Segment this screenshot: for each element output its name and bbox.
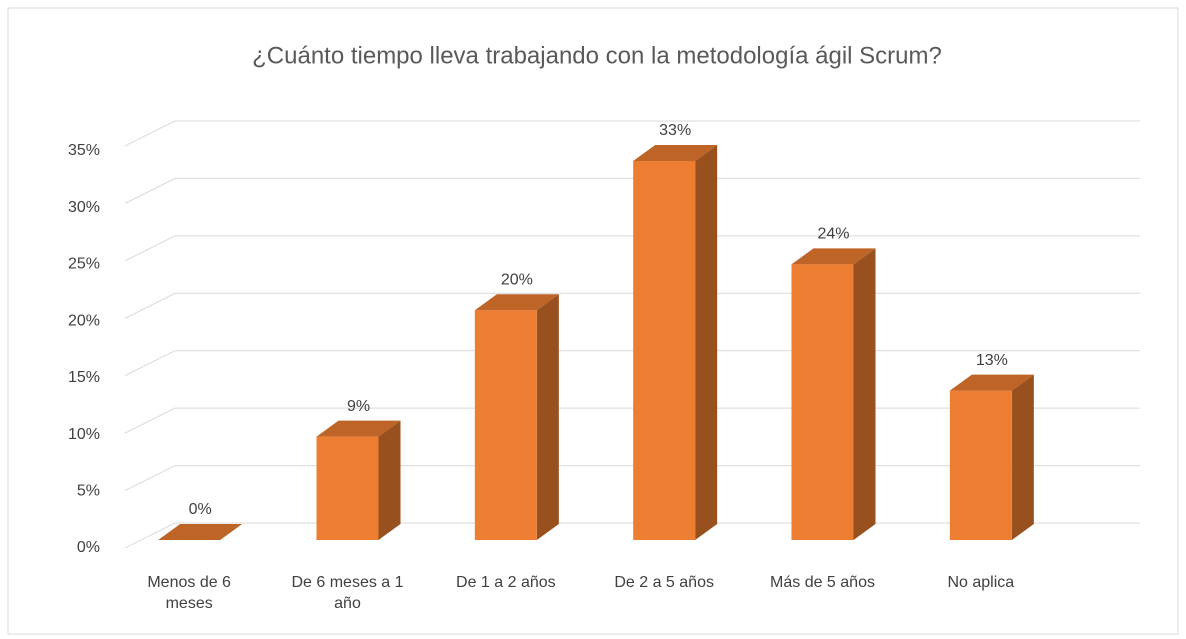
value-label: 24% <box>817 226 849 243</box>
bar-top <box>633 144 718 161</box>
bar-front <box>474 310 537 540</box>
bar <box>791 248 876 541</box>
x-tick-label: De 2 a 5 años <box>614 574 714 591</box>
bar-front <box>633 160 696 540</box>
y-tick-label: 35% <box>68 142 100 159</box>
bar-side <box>378 420 401 540</box>
x-tick-label: De 6 meses a 1 año <box>291 574 404 612</box>
y-tick-label: 10% <box>68 426 100 443</box>
bar <box>474 294 559 540</box>
y-tick-label: 25% <box>68 256 100 273</box>
bar-top <box>474 294 559 311</box>
x-tick-label: Más de 5 años <box>770 574 875 591</box>
value-label: 13% <box>976 352 1008 369</box>
bar <box>158 524 243 540</box>
bar-side <box>695 144 718 540</box>
grid-line <box>124 120 1140 147</box>
bar-top <box>158 524 243 540</box>
bar-front <box>949 390 1012 540</box>
grid-line <box>124 177 1140 204</box>
value-label: 33% <box>659 122 691 139</box>
y-tick-label: 5% <box>77 483 100 500</box>
bar-front <box>316 436 379 540</box>
y-tick-label: 20% <box>68 312 100 329</box>
x-tick-label: No aplica <box>947 574 1015 591</box>
chart-border <box>7 7 1179 635</box>
bar <box>316 420 401 540</box>
x-tick-label: Menos de 6 meses <box>147 574 231 612</box>
value-label: 0% <box>189 501 212 518</box>
bar <box>949 374 1034 540</box>
chart-title: ¿Cuánto tiempo lleva trabajando con la m… <box>252 42 942 69</box>
y-tick-label: 15% <box>68 369 100 386</box>
bar-top <box>791 248 876 265</box>
bar-side <box>1011 374 1034 540</box>
bar <box>633 144 718 540</box>
value-label: 9% <box>347 398 370 415</box>
grid-line <box>124 235 1140 262</box>
bar-top <box>316 420 401 437</box>
bar-front <box>791 264 854 540</box>
bar-side <box>853 248 876 541</box>
y-tick-label: 0% <box>77 539 100 556</box>
value-label: 20% <box>501 272 533 289</box>
bar-side <box>536 294 559 540</box>
bar-top <box>949 374 1034 391</box>
x-tick-label: De 1 a 2 años <box>456 574 556 591</box>
y-tick-label: 30% <box>68 199 100 216</box>
